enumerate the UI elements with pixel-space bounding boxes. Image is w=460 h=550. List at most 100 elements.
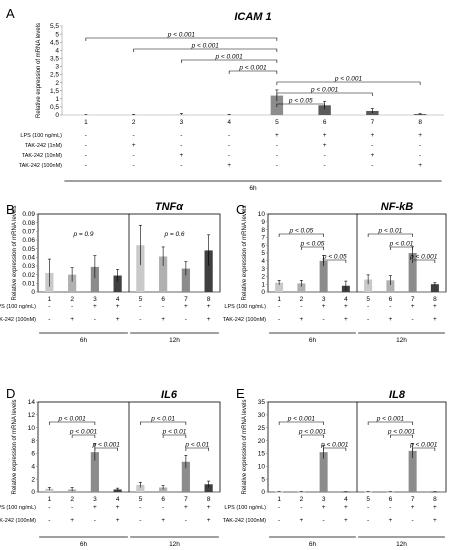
condition-mark: + — [275, 132, 279, 139]
condition-label: TAK-242 (100nM) — [223, 317, 266, 323]
significance-bracket — [301, 246, 324, 250]
category-label: 3 — [322, 496, 326, 503]
bar-6 — [159, 487, 168, 492]
y-tick-label: 14 — [28, 399, 36, 406]
condition-mark: + — [299, 517, 303, 524]
y-tick-label: 10 — [258, 463, 266, 470]
p-value-label: p < 0.001 — [320, 442, 349, 449]
p-value-label: p < 0.01 — [389, 241, 414, 248]
condition-mark: + — [93, 303, 97, 310]
panel-letter: E — [236, 386, 245, 401]
y-tick-label: 0.08 — [22, 220, 35, 227]
category-label: 2 — [70, 296, 74, 303]
condition-mark: - — [180, 162, 182, 169]
condition-mark: - — [371, 162, 373, 169]
p-value-label: p < 0.05 — [288, 98, 313, 105]
y-tick-label: 0 — [261, 289, 265, 296]
bar-2 — [297, 283, 306, 292]
category-label: 1 — [48, 296, 52, 303]
y-tick-label: 0 — [31, 489, 35, 496]
significance-bracket — [185, 447, 209, 451]
significance-bracket — [71, 434, 96, 438]
bar-5 — [136, 484, 145, 492]
condition-mark: + — [161, 517, 165, 524]
y-tick-label: 4,5 — [50, 39, 59, 46]
bar-8 — [430, 284, 439, 292]
category-label: 2 — [300, 496, 304, 503]
condition-label: LPS (100 ng/mL) — [0, 304, 36, 310]
condition-mark: - — [324, 162, 326, 169]
time-group-label: 6h — [80, 541, 88, 548]
bar-6 — [386, 491, 395, 493]
y-tick-label: 0.07 — [22, 229, 35, 236]
condition-mark: + — [433, 517, 437, 524]
condition-mark: - — [180, 142, 182, 149]
panel-b: B TNFα 00.01 0.02 0.030.04 0.05 0.060.07 0.08 0.… — [0, 201, 221, 344]
y-tick-label: 0.05 — [22, 246, 35, 253]
y-axis-label: Relative expression of mRNA levels — [12, 399, 18, 494]
panel-letter: B — [6, 202, 15, 217]
y-tick-label: 2 — [31, 476, 35, 483]
condition-mark: + — [433, 316, 437, 323]
condition-mark: - — [139, 303, 141, 310]
condition-mark: - — [323, 316, 325, 323]
y-tick-label: 1,5 — [50, 88, 59, 95]
condition-mark: + — [411, 303, 415, 310]
condition-mark: + — [322, 303, 326, 310]
condition-mark: + — [388, 517, 392, 524]
p-value-label: p < 0.001 — [92, 442, 121, 449]
condition-label: LPS (100 ng/mL) — [0, 505, 36, 511]
significance-bracket — [412, 259, 436, 263]
p-value-label: p < 0.001 — [167, 32, 196, 39]
condition-label: TAK-242 (100nM) — [19, 163, 62, 169]
y-tick-label: 5,5 — [50, 23, 59, 30]
condition-mark: - — [367, 504, 369, 511]
category-label: 7 — [371, 119, 375, 126]
condition-label: LPS (100 ng/mL) — [20, 133, 62, 139]
y-tick-label: 8 — [261, 227, 265, 234]
p-value-label: p < 0.001 — [191, 43, 220, 50]
bar-1 — [275, 491, 284, 493]
significance-bracket — [390, 434, 413, 438]
category-label: 8 — [418, 119, 422, 126]
significance-bracket — [276, 103, 325, 107]
condition-mark: + — [161, 316, 165, 323]
y-tick-label: 4 — [55, 47, 59, 54]
y-tick-label: 2,5 — [50, 72, 59, 79]
condition-mark: - — [133, 152, 135, 159]
y-tick-label: 3 — [55, 64, 59, 71]
y-tick-label: 1 — [55, 96, 59, 103]
bar-2 — [68, 274, 77, 292]
p-value-label: p = 0.9 — [72, 231, 93, 238]
condition-mark: + — [411, 504, 415, 511]
p-value-label: p < 0.001 — [376, 416, 405, 423]
category-label: 1 — [48, 496, 52, 503]
y-tick-label: 0 — [31, 289, 35, 296]
condition-mark: - — [228, 132, 230, 139]
y-tick-label: 0.02 — [22, 272, 35, 279]
condition-label: TAK-242 (100nM) — [223, 518, 266, 524]
condition-label: LPS (100 ng/mL) — [224, 304, 266, 310]
chart-title: TNFα — [155, 201, 184, 213]
condition-mark: - — [48, 316, 50, 323]
condition-mark: - — [162, 303, 164, 310]
bar-8 — [204, 484, 213, 492]
category-label: 4 — [344, 496, 348, 503]
bar-6 — [318, 105, 331, 115]
condition-mark: + — [227, 162, 231, 169]
y-tick-label: 0.01 — [22, 281, 35, 288]
significance-bracket — [94, 447, 118, 451]
bar-1 — [79, 114, 93, 116]
condition-mark: + — [370, 132, 374, 139]
bar-5 — [364, 279, 373, 292]
bar-1 — [45, 488, 54, 492]
condition-mark: - — [228, 152, 230, 159]
y-tick-label: 0,5 — [50, 104, 59, 111]
condition-mark: + — [322, 504, 326, 511]
y-tick-label: 10 — [258, 211, 266, 218]
condition-mark: - — [85, 142, 87, 149]
condition-mark: + — [116, 303, 120, 310]
category-label: 6 — [323, 119, 327, 126]
bar-3 — [319, 260, 328, 292]
time-group-label: 6h — [249, 185, 257, 192]
